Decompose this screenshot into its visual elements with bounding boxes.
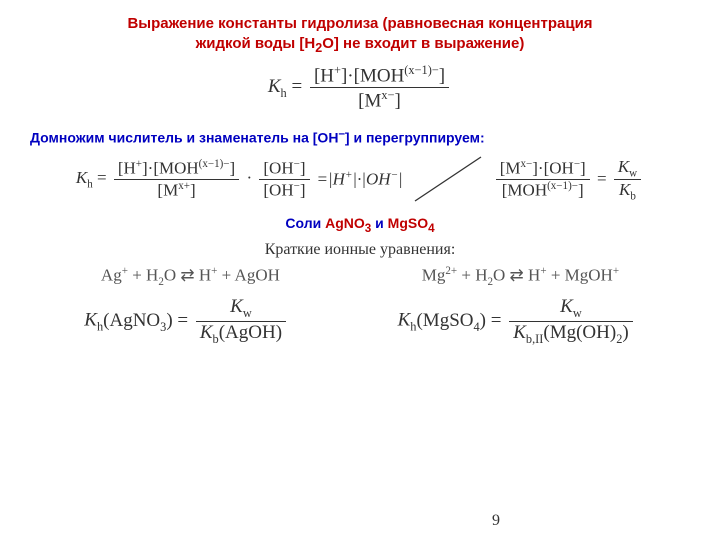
salt2a: MgSO [388,215,428,231]
e2ma: =|H [317,170,345,189]
kagab: ) [166,310,172,331]
eq1-na: [H [314,65,334,86]
e2f1na: [H [118,159,136,178]
e2rda: [MOH [502,181,547,200]
e2f2na: [OH [263,159,293,178]
eq-mg: Mg2+ + H2O ⇄ H+ + MgOH+ [422,265,619,288]
kagkb: K [200,322,213,343]
kh-k: K [268,76,281,97]
eq-ag: Ag+ + H2O ⇄ H+ + AgOH [101,265,280,288]
sub-b: ] и перегруппируем: [345,129,485,145]
kmgkb: K [513,322,526,343]
sub-a: Домножим числитель и знаменатель на [OH [30,129,338,145]
eq1-ds: x− [381,88,394,102]
e2rdb: ] [578,181,584,200]
heading-line2b: O] не входит в выражение) [322,35,524,52]
kagaa: (AgNO [103,310,160,331]
divide-line-icon [413,153,483,205]
kmgk: K [398,310,411,331]
kh-sub: h [281,86,287,100]
imgd: + MgOH [547,266,613,285]
imgc: O ⇄ H [493,266,540,285]
imgs3: + [613,265,619,277]
kmgkw: K [560,296,573,317]
e2f1nc: ] [230,159,236,178]
eq1-nas: + [334,63,341,77]
salts-prefix: Соли [285,215,325,231]
kmgaa: (MgSO [416,310,473,331]
subheading: Домножим числитель и знаменатель на [OH–… [30,127,690,146]
iagc: O ⇄ H [164,266,211,285]
ionic-equations-row: Ag+ + H2O ⇄ H+ + AgOH Mg2+ + H2O ⇄ H+ + … [30,265,690,288]
e2f1ns2: (x−1)− [199,158,230,170]
e2f2db: ] [300,181,306,200]
imgb: + H [457,266,487,285]
equation-kh-basic: Kh = [H+]·[MOH(x−1)−] [Mx−] [0,63,720,113]
e2f2da: [OH [263,181,293,200]
eq1-na2: ]·[MOH [341,65,404,86]
kmgab: ) [480,310,486,331]
eq1-db: ] [395,91,401,112]
heading-line2a: жидкой воды [H [196,35,316,52]
iaga: Ag [101,266,122,285]
e2rnb: ]·[OH [532,159,574,178]
eq1-da: [M [358,91,381,112]
kmgkbaa: (Mg(OH) [543,322,616,343]
e2rns1: x− [521,158,533,170]
e2f1nb: ]·[MOH [142,159,199,178]
iagb: + H [128,266,158,285]
page-number: 9 [492,512,500,530]
e2rnc: ] [580,159,586,178]
salt2s: 4 [428,222,434,235]
e2ms2: − [391,169,398,181]
e2rds: (x−1)− [547,180,578,192]
e2mb: |·|OH [352,170,390,189]
kagkw: K [230,296,243,317]
salts-mid: и [371,215,387,231]
salts-line: Соли AgNO3 и MgSO4 [0,215,720,235]
e2kws: w [629,167,637,179]
kh-formulas-row: Kh(AgNO3) = Kw Kb(AgOH) Kh(MgSO4) = Kw K… [30,296,690,347]
kagk: K [84,310,97,331]
e2kbs: b [630,190,636,202]
kh-mg-formula: Kh(MgSO4) = Kw Kb,II(Mg(OH)2) [398,296,636,347]
imga: Mg [422,266,446,285]
e2f1ds: x+ [178,180,190,192]
main-heading: Выражение константы гидролиза (равновесн… [40,14,680,57]
equation-kh-expanded: Kh = [H+]·[MOH(x−1)−] [Mx+] · [OH−] [OH−… [10,153,710,205]
eq1-nb: ] [439,65,445,86]
e2f1da: [M [157,181,178,200]
iagd: + AgOH [217,266,279,285]
e2f1db: ] [190,181,196,200]
imgs: 2+ [445,265,457,277]
e2f2nb: ] [300,159,306,178]
kmgkbs: b,II [526,332,543,346]
kagkws: w [243,306,252,320]
eq1-ns: (x−1)− [404,63,439,77]
kagkba: (AgOH) [219,322,282,343]
e2mc: | [398,170,403,189]
e2k: K [76,168,87,187]
e2kb: K [619,180,630,199]
kh-ag-formula: Kh(AgNO3) = Kw Kb(AgOH) [84,296,289,347]
e2kw: K [618,157,629,176]
heading-line1: Выражение константы гидролиза (равновесн… [127,15,592,32]
kmgkws: w [573,306,582,320]
salt1a: AgNO [325,215,365,231]
e2rna: [M [500,159,521,178]
ion-heading: Краткие ионные уравнения: [0,241,720,259]
kmgkbab: ) [622,322,628,343]
